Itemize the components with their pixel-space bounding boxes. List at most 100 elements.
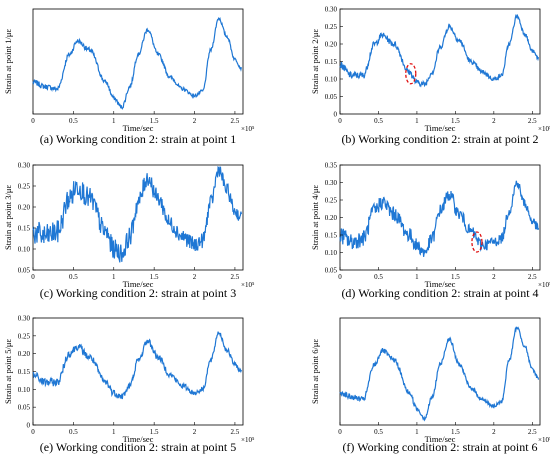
y-tick-label: 0.30 bbox=[18, 315, 31, 323]
x-tick-label: 1.5 bbox=[451, 273, 460, 281]
x-tick-label: 0 bbox=[31, 273, 35, 281]
data-series-line-0 bbox=[32, 16, 242, 110]
x-tick-label: 1 bbox=[415, 273, 419, 281]
x-multiplier-label: ×10⁵ bbox=[241, 281, 255, 289]
y-tick-label: 0.35 bbox=[325, 162, 338, 170]
y-tick-label: 0.10 bbox=[325, 76, 338, 84]
highlight-ellipse-3 bbox=[471, 231, 483, 253]
y-tick-label: 0.10 bbox=[325, 249, 338, 257]
y-tick-label: 0.20 bbox=[325, 214, 338, 222]
y-tick-label: 0.20 bbox=[325, 41, 338, 49]
x-tick-label: 2.5 bbox=[231, 117, 240, 125]
x-axis-label: Time/sec bbox=[123, 434, 154, 444]
x-axis-label: Time/sec bbox=[425, 123, 456, 133]
y-axis-label: Strain at point 5/με bbox=[3, 339, 13, 404]
x-axis-label: Time/sec bbox=[425, 434, 456, 444]
y-tick-label: 0.15 bbox=[18, 368, 31, 376]
panel-caption: (f) Working condition 2: strain at point… bbox=[342, 440, 537, 454]
x-tick-label: 1 bbox=[112, 117, 116, 125]
x-tick-label: 2.5 bbox=[231, 428, 240, 436]
y-axis-label: Strain at point 3/με bbox=[3, 185, 13, 250]
y-tick-label: 0.05 bbox=[325, 93, 338, 101]
y-tick-label: 0.25 bbox=[325, 197, 338, 205]
x-tick-label: 2 bbox=[492, 428, 496, 436]
x-tick-label: 2.5 bbox=[231, 273, 240, 281]
x-multiplier-label: ×10⁵ bbox=[538, 436, 550, 444]
x-tick-label: 0.5 bbox=[374, 117, 383, 125]
x-tick-label: 2 bbox=[193, 428, 197, 436]
data-series-line-2 bbox=[32, 165, 242, 263]
x-tick-label: 1 bbox=[112, 273, 116, 281]
data-series-line-1 bbox=[339, 14, 540, 88]
x-tick-label: 0.5 bbox=[69, 117, 78, 125]
y-axis-label: Strain at point 6/με bbox=[310, 339, 320, 404]
x-tick-label: 1 bbox=[415, 117, 419, 125]
y-tick-label: 0 bbox=[334, 111, 338, 119]
y-tick-label: 0.05 bbox=[18, 404, 31, 412]
x-axis-label: Time/sec bbox=[425, 279, 456, 289]
x-tick-label: 1 bbox=[112, 428, 116, 436]
x-tick-label: 2.5 bbox=[528, 273, 537, 281]
y-axis-label: Strain at point 2/με bbox=[310, 29, 320, 94]
plot-frame-1 bbox=[339, 8, 541, 115]
x-tick-label: 2.5 bbox=[528, 117, 537, 125]
highlight-ellipse-1 bbox=[405, 63, 417, 85]
panel-caption: (d) Working condition 2: strain at point… bbox=[341, 286, 538, 300]
x-tick-label: 1.5 bbox=[150, 273, 159, 281]
y-tick-label: 0.05 bbox=[18, 267, 31, 275]
x-tick-label: 2.5 bbox=[528, 428, 537, 436]
x-tick-label: 0.5 bbox=[69, 428, 78, 436]
y-tick-label: 0.10 bbox=[18, 246, 31, 254]
x-tick-label: 1 bbox=[415, 428, 419, 436]
y-tick-label: 0.05 bbox=[325, 267, 338, 275]
x-tick-label: 0 bbox=[338, 117, 342, 125]
panel-caption: (b) Working condition 2: strain at point… bbox=[341, 132, 538, 146]
y-tick-label: 0 bbox=[27, 422, 31, 430]
y-tick-label: 0.25 bbox=[325, 23, 338, 31]
x-tick-label: 2 bbox=[492, 273, 496, 281]
plot-frame-5 bbox=[339, 317, 541, 426]
x-tick-label: 0 bbox=[338, 273, 342, 281]
data-series-line-3 bbox=[339, 180, 540, 257]
y-tick-label: 0.30 bbox=[18, 162, 31, 170]
y-axis-label: Strain at point 1/με bbox=[3, 29, 13, 94]
y-tick-label: 0.10 bbox=[18, 386, 31, 394]
x-tick-label: 1.5 bbox=[451, 117, 460, 125]
x-tick-label: 0.5 bbox=[69, 273, 78, 281]
x-multiplier-label: ×10⁵ bbox=[538, 125, 550, 133]
plot-frame-0 bbox=[32, 8, 244, 115]
data-series-line-5 bbox=[339, 326, 540, 422]
x-tick-label: 1.5 bbox=[150, 117, 159, 125]
y-tick-label: 0.20 bbox=[18, 204, 31, 212]
panel-caption: (c) Working condition 2: strain at point… bbox=[40, 286, 236, 300]
x-tick-label: 1.5 bbox=[150, 428, 159, 436]
x-tick-label: 0 bbox=[338, 428, 342, 436]
y-tick-label: 0.25 bbox=[18, 183, 31, 191]
x-axis-label: Time/sec bbox=[123, 123, 154, 133]
x-tick-label: 2 bbox=[492, 117, 496, 125]
plot-frame-2 bbox=[32, 164, 244, 271]
y-tick-label: 0.15 bbox=[18, 225, 31, 233]
x-multiplier-label: ×10⁵ bbox=[241, 436, 255, 444]
x-tick-label: 0 bbox=[31, 428, 35, 436]
x-tick-label: 2 bbox=[193, 273, 197, 281]
y-tick-label: 0.15 bbox=[325, 232, 338, 240]
plot-frame-4 bbox=[32, 317, 244, 426]
y-tick-label: 0.25 bbox=[18, 332, 31, 340]
x-tick-label: 0 bbox=[31, 117, 35, 125]
x-tick-label: 1.5 bbox=[451, 428, 460, 436]
y-tick-label: 0.15 bbox=[325, 58, 338, 66]
panel-caption: (e) Working condition 2: strain at point… bbox=[40, 440, 236, 454]
y-axis-label: Strain at point 4/με bbox=[310, 185, 320, 250]
x-tick-label: 2 bbox=[193, 117, 197, 125]
panel-caption: (a) Working condition 2: strain at point… bbox=[40, 132, 236, 146]
x-multiplier-label: ×10⁵ bbox=[241, 125, 255, 133]
y-tick-label: 0.30 bbox=[325, 179, 338, 187]
x-tick-label: 0.5 bbox=[374, 428, 383, 436]
x-axis-label: Time/sec bbox=[123, 279, 154, 289]
y-tick-label: 0.30 bbox=[325, 6, 338, 14]
x-tick-label: 0.5 bbox=[374, 273, 383, 281]
x-multiplier-label: ×10⁵ bbox=[538, 281, 550, 289]
y-tick-label: 0.20 bbox=[18, 350, 31, 358]
